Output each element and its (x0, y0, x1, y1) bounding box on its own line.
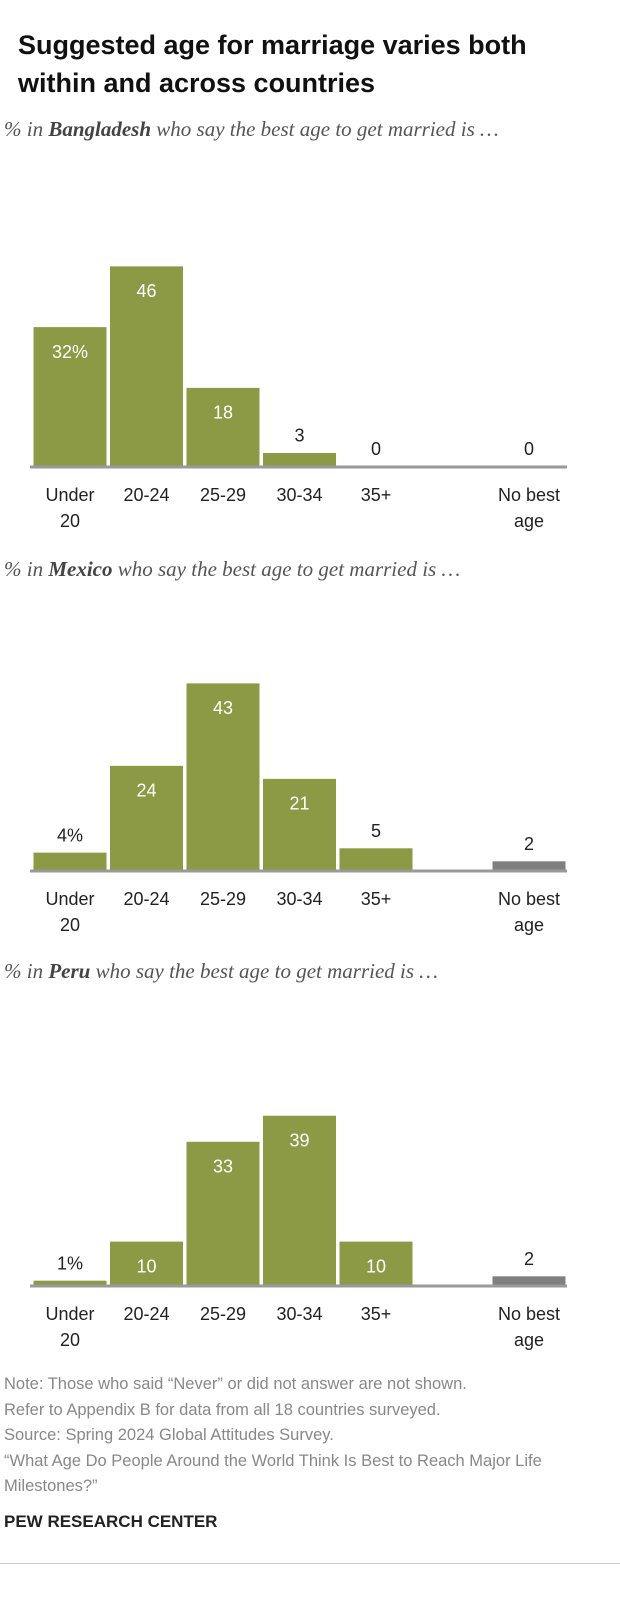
value-label: 18 (213, 403, 233, 423)
bar (33, 1280, 107, 1285)
category-label: No best age (497, 1304, 561, 1350)
subtitle-country: Bangladesh (48, 117, 152, 141)
note-line: Note: Those who said “Never” or did not … (4, 1375, 467, 1393)
note-line: “What Age Do People Around the World Thi… (4, 1451, 542, 1496)
value-label: 21 (289, 794, 309, 814)
divider (0, 1563, 620, 1564)
value-label: 32% (52, 342, 88, 362)
category-label: No best age (497, 889, 561, 935)
bar (339, 1241, 413, 1285)
subtitle: % in Bangladesh who say the best age to … (4, 114, 604, 144)
subtitle: % in Peru who say the best age to get ma… (4, 956, 604, 986)
bar (186, 683, 260, 870)
category-label: Under 20 (45, 485, 95, 531)
subtitle-text: % in (4, 117, 44, 141)
category-label: 30-34 (276, 485, 323, 505)
title: Suggested age for marriage varies both w… (18, 30, 527, 98)
bar (263, 452, 336, 466)
value-label: 2 (524, 1249, 534, 1269)
category-label: 35+ (360, 1304, 392, 1324)
note-line: Source: Spring 2024 Global Attitudes Sur… (4, 1426, 334, 1444)
subtitle: % in Mexico who say the best age to get … (4, 554, 604, 584)
category-label: Under 20 (45, 889, 95, 935)
bar (110, 266, 183, 466)
category-label: 35+ (360, 889, 392, 909)
bar (110, 765, 183, 870)
value-label: 3 (294, 426, 304, 446)
note-line: Refer to Appendix B for data from all 18… (4, 1400, 441, 1419)
bar (492, 861, 566, 870)
category-label: 25-29 (199, 485, 247, 505)
subtitle-text: who say the best age to get married is … (156, 117, 499, 141)
subtitle-text: % in (4, 557, 44, 581)
subtitle-text: who say the best age to get married is … (117, 557, 461, 581)
subtitle-text: % in (4, 959, 44, 983)
value-label: 4% (57, 825, 83, 845)
value-label: 10 (366, 1256, 386, 1276)
bar (339, 848, 413, 870)
bar (186, 1141, 260, 1285)
bar (110, 1241, 183, 1285)
value-label: 33 (213, 1157, 233, 1177)
value-label: 5 (371, 821, 381, 841)
category-label: 20-24 (123, 485, 170, 505)
category-label: 25-29 (199, 1304, 247, 1324)
category-label: No best age (497, 485, 561, 531)
category-label: Under 20 (45, 1304, 95, 1350)
bar (33, 852, 107, 870)
value-label: 39 (289, 1130, 309, 1150)
bar (33, 327, 107, 466)
bar (263, 1115, 336, 1285)
value-label: 2 (524, 834, 534, 854)
category-label: 20-24 (123, 1304, 170, 1324)
notes: Note: Those who said “Never” or did not … (4, 1372, 594, 1500)
value-label: 1% (57, 1253, 83, 1273)
value-label: 10 (136, 1256, 156, 1276)
value-label: 0 (371, 439, 381, 459)
category-label: 30-34 (276, 1304, 323, 1324)
subtitle-country: Mexico (48, 557, 113, 581)
brand: PEW RESEARCH CENTER (4, 1512, 218, 1531)
bar (263, 778, 336, 870)
subtitle-text: who say the best age to get married is … (95, 959, 438, 983)
bar (186, 387, 260, 466)
category-label: 20-24 (123, 889, 170, 909)
category-label: 30-34 (276, 889, 323, 909)
value-label: 0 (524, 439, 534, 459)
category-label: 25-29 (199, 889, 247, 909)
value-label: 24 (136, 781, 156, 801)
subtitle-country: Peru (48, 959, 91, 983)
bar (492, 1276, 566, 1285)
value-label: 46 (136, 281, 156, 301)
category-label: 35+ (360, 485, 392, 505)
value-label: 43 (213, 698, 233, 718)
